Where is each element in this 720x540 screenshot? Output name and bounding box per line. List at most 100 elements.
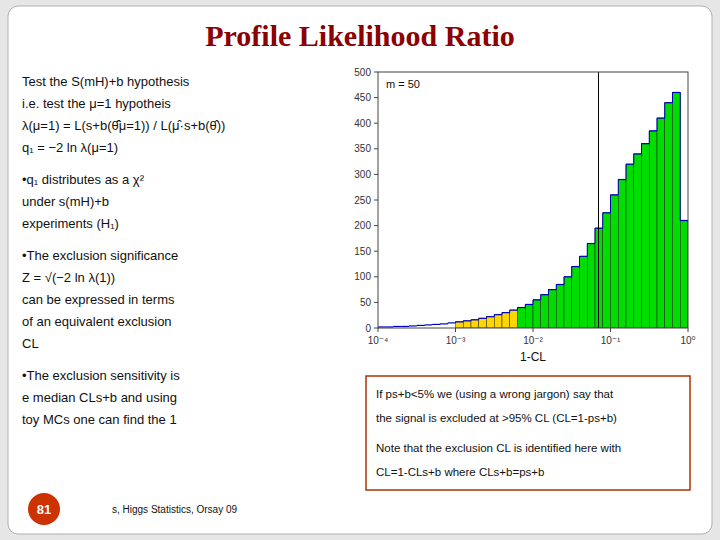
bar (533, 300, 541, 328)
bar (642, 144, 650, 328)
x-tick (610, 328, 611, 332)
y-tick (374, 276, 378, 277)
slide-body (8, 6, 712, 534)
bar (665, 103, 673, 328)
step-top (673, 92, 681, 93)
bar (634, 154, 642, 328)
box-note: Note that the exclusion CL is identified… (376, 442, 621, 454)
y-tick-label: 50 (360, 297, 372, 308)
y-tick-label: 300 (354, 169, 371, 180)
step-top (587, 243, 595, 244)
y-tick-label: 500 (354, 67, 371, 78)
x-tick-label: 10⁻³ (446, 335, 466, 346)
step-top (440, 323, 448, 324)
step-top (572, 266, 580, 267)
step-top (549, 289, 557, 290)
footer: s, Higgs Statistics, Orsay 09 (112, 504, 237, 515)
reference-line (598, 72, 599, 328)
step-top (502, 312, 510, 313)
x-tick-label: 10⁻² (523, 335, 543, 346)
box-note: the signal is excluded at >95% CL (CL=1-… (376, 412, 617, 424)
step-top (401, 326, 409, 327)
note: toy MCs one can find the 1 (22, 412, 177, 427)
y-tick-label: 400 (354, 118, 371, 129)
bar (572, 267, 580, 328)
step-top (611, 194, 619, 195)
y-tick-label: 250 (354, 195, 371, 206)
bar (611, 195, 619, 328)
y-tick (374, 200, 378, 201)
y-tick (374, 123, 378, 124)
bar (518, 308, 526, 328)
bar (463, 321, 471, 328)
step-top (518, 307, 526, 308)
note: •q₁ distributes as a χ² (22, 172, 145, 187)
step-top (456, 321, 464, 322)
step-top (448, 322, 456, 323)
step-top (487, 316, 495, 317)
step-top (642, 143, 650, 144)
y-tick (374, 328, 378, 329)
step-top (541, 294, 549, 295)
bar (556, 284, 564, 328)
note: i.e. test the μ=1 hypotheis (22, 96, 171, 111)
x-axis-label: 1-CL (520, 350, 546, 364)
x-tick (455, 328, 456, 332)
step-top (471, 319, 479, 320)
bar (564, 277, 572, 328)
bar (510, 310, 518, 328)
plot-background (378, 72, 688, 328)
bar (487, 317, 495, 328)
note: experiments (H₁) (22, 216, 119, 231)
step-top (386, 326, 394, 327)
x-tick (378, 328, 379, 332)
x-tick (533, 328, 534, 332)
y-tick (374, 251, 378, 252)
note: of an equivalent exclusion (22, 314, 172, 329)
step-top (556, 284, 564, 285)
step-top (564, 276, 572, 277)
step-top (603, 212, 611, 213)
box-note: If ps+b<5% we (using a wrong jargon) say… (376, 388, 614, 400)
bar (448, 323, 456, 328)
note: •The exclusion sensitivity is (22, 368, 180, 383)
y-tick (374, 225, 378, 226)
note: e median CLs+b and using (22, 390, 177, 405)
y-tick (374, 174, 378, 175)
marks (378, 72, 688, 328)
title: Profile Likelihood Ratio (205, 19, 514, 52)
note: •The exclusion significance (22, 248, 178, 263)
y-tick-label: 100 (354, 271, 371, 282)
bar (471, 320, 479, 328)
plot: 05010015020025030035040045050010⁻⁴10⁻³10… (354, 67, 695, 365)
step-top (618, 179, 626, 180)
step-top (680, 220, 688, 221)
x-tick-label: 10⁻¹ (601, 335, 621, 346)
step-top (432, 324, 440, 325)
y-tick (374, 148, 378, 149)
y-tick-label: 350 (354, 143, 371, 154)
step-top (657, 117, 665, 118)
note: CL (22, 336, 39, 351)
y-tick-label: 150 (354, 246, 371, 257)
bar (432, 324, 440, 328)
y-tick-label: 0 (365, 323, 371, 334)
note: can be expressed in terms (22, 292, 175, 307)
step-top (417, 325, 425, 326)
bar (494, 315, 502, 328)
info-box (366, 376, 690, 490)
step-top (634, 153, 642, 154)
page-number: 81 (37, 502, 51, 517)
bar (680, 220, 688, 328)
step-top (394, 326, 402, 327)
bar (580, 256, 588, 328)
bar (587, 244, 595, 328)
x-tick (688, 328, 689, 332)
note: under s(mH)+b (22, 194, 109, 209)
y-tick-label: 450 (354, 92, 371, 103)
y-tick (374, 72, 378, 73)
bar (549, 290, 557, 328)
bar (649, 131, 657, 328)
step-top (649, 130, 657, 131)
bar (673, 92, 681, 328)
